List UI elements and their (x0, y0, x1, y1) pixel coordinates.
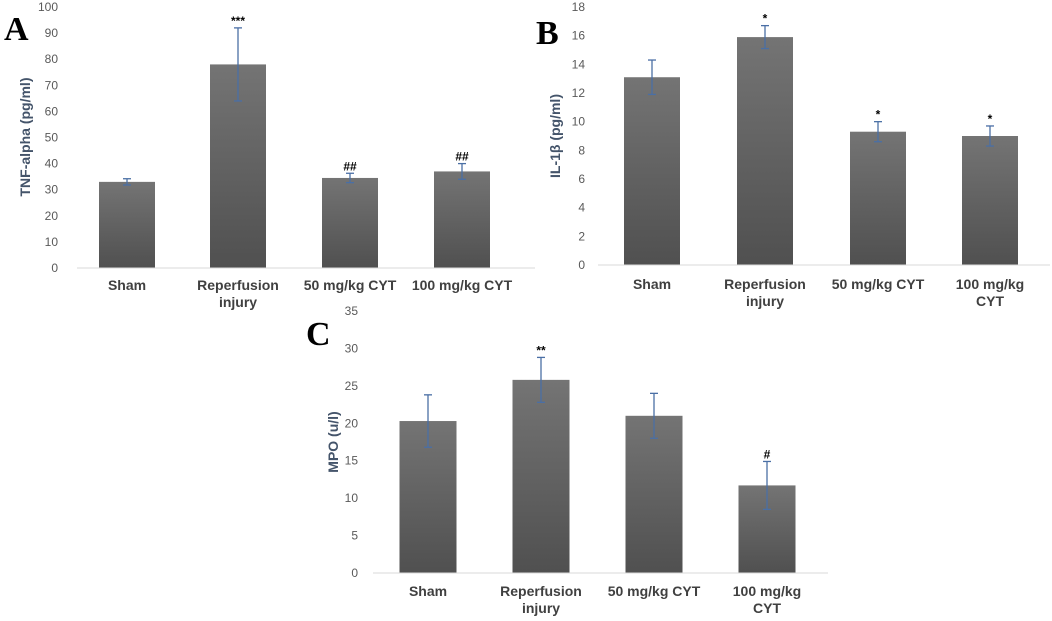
chart-b-ylabel: IL-1β (pg/ml) (547, 94, 563, 178)
chart-a-ytick-label: 90 (45, 26, 59, 40)
chart-b-ytick-label: 10 (572, 115, 586, 129)
chart-b-panel-label: B (536, 15, 559, 52)
chart-b-bar (624, 77, 680, 265)
chart-b-category-label: Sham (633, 276, 671, 292)
chart-b-significance-label: * (988, 112, 993, 126)
chart-b-ytick-label: 6 (578, 172, 585, 186)
chart-c-category-label: injury (522, 600, 560, 616)
chart-b-category-label: 100 mg/kg (956, 276, 1024, 292)
chart-c-bar (625, 415, 683, 573)
chart-c-category-label: CYT (753, 600, 781, 616)
chart-b-ytick-label: 16 (572, 29, 586, 43)
chart-b-significance-label: * (876, 108, 881, 122)
chart-b-ytick-label: 8 (578, 143, 585, 157)
chart-a-ylabel: TNF-alpha (pg/ml) (17, 78, 33, 197)
chart-a-ytick-label: 0 (51, 261, 58, 275)
chart-a-category-label: 100 mg/kg CYT (412, 277, 513, 293)
chart-c-significance-label: ** (536, 343, 546, 357)
chart-c-panel-label: C (306, 316, 331, 353)
chart-b-bar (737, 37, 793, 265)
chart-c-ylabel: MPO (u/l) (325, 411, 341, 472)
chart-b-ytick-label: 4 (578, 201, 585, 215)
chart-c-category-label: 50 mg/kg CYT (608, 583, 701, 599)
chart-a-significance-label: ## (455, 150, 469, 164)
chart-a-ytick-label: 70 (45, 78, 59, 92)
chart-c-category-label: Reperfusion (500, 583, 582, 599)
chart-b-category-label: CYT (976, 293, 1004, 309)
chart-b-ytick-label: 18 (572, 0, 586, 14)
chart-c-ytick-label: 25 (345, 379, 359, 393)
chart-b-significance-label: * (763, 12, 768, 26)
chart-c-category-label: Sham (409, 583, 447, 599)
chart-a-category-label: Reperfusion (197, 277, 279, 293)
chart-a-ytick-label: 20 (45, 209, 59, 223)
chart-a-ytick-label: 30 (45, 183, 59, 197)
chart-a-ytick-label: 100 (38, 0, 58, 14)
chart-a-category-label: Sham (108, 277, 146, 293)
chart-c-ytick-label: 5 (351, 529, 358, 543)
chart-a-ytick-label: 40 (45, 157, 59, 171)
chart-c-ytick-label: 35 (345, 304, 359, 318)
chart-a-category-label: 50 mg/kg CYT (304, 277, 397, 293)
chart-c-significance-label: # (764, 447, 771, 461)
chart-c-ytick-label: 10 (345, 491, 359, 505)
chart-c-bar (512, 379, 570, 573)
chart-b-ytick-label: 14 (572, 57, 586, 71)
chart-b-bar (962, 136, 1018, 265)
chart-c-ytick-label: 20 (345, 416, 359, 430)
chart-b-ytick-label: 12 (572, 86, 586, 100)
chart-a-category-label: injury (219, 294, 257, 310)
chart-a-bar (322, 177, 378, 268)
chart-a-ytick-label: 50 (45, 131, 59, 145)
chart-a-ytick-label: 80 (45, 52, 59, 66)
chart-a-bar (434, 171, 490, 268)
chart-a-panel-label: A (4, 11, 29, 48)
chart-a-significance-label: ## (343, 159, 357, 173)
chart-b-category-label: 50 mg/kg CYT (832, 276, 925, 292)
chart-b-bar (850, 131, 906, 265)
chart-b-ytick-label: 0 (578, 258, 585, 272)
chart-a-ytick-label: 10 (45, 235, 59, 249)
chart-a-significance-label: *** (231, 14, 245, 28)
chart-a-bar (99, 181, 155, 268)
chart-c-ytick-label: 0 (351, 566, 358, 580)
chart-b-ytick-label: 2 (578, 229, 585, 243)
chart-a-ytick-label: 60 (45, 104, 59, 118)
chart-c-category-label: 100 mg/kg (733, 583, 801, 599)
chart-b-category-label: Reperfusion (724, 276, 806, 292)
chart-c-ytick-label: 30 (345, 341, 359, 355)
chart-c-ytick-label: 15 (345, 454, 359, 468)
chart-b-category-label: injury (746, 293, 784, 309)
